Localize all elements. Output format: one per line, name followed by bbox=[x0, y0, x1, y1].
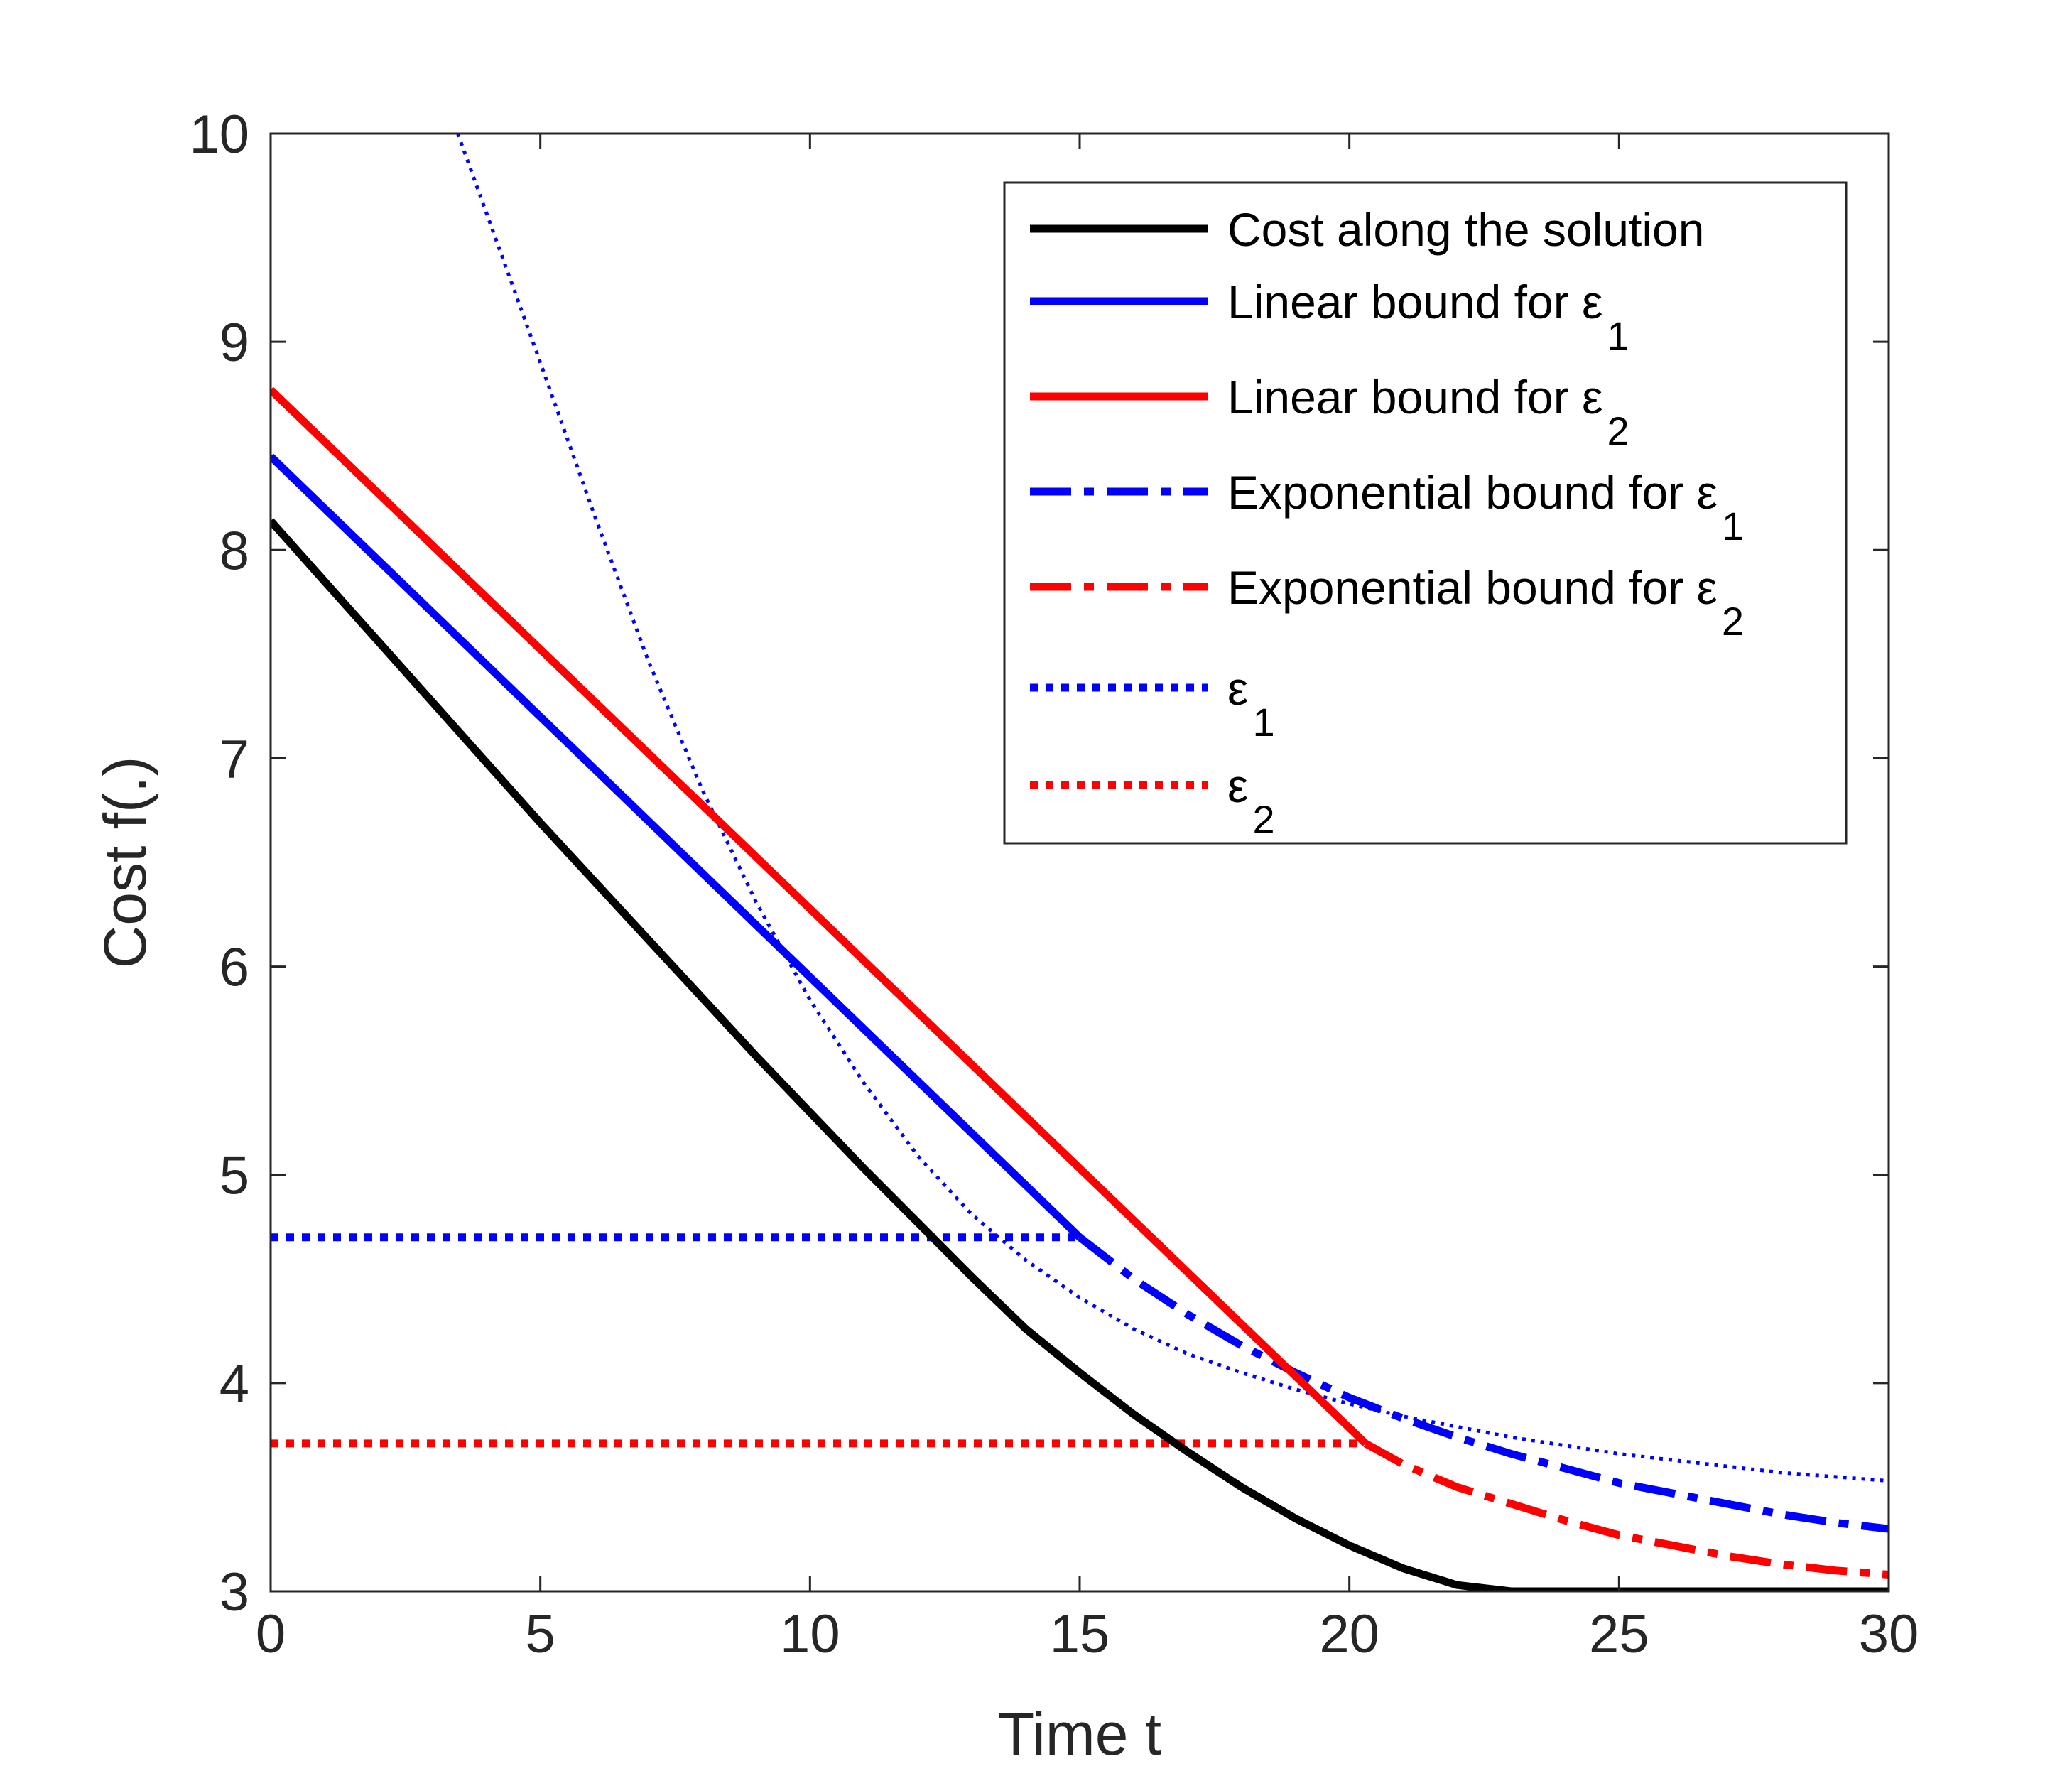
y-tick-label: 10 bbox=[189, 104, 249, 165]
y-tick-label: 5 bbox=[219, 1146, 249, 1206]
legend-label: Exponential bound for ε1 bbox=[1227, 466, 1744, 548]
legend-label: Linear bound for ε2 bbox=[1227, 371, 1629, 453]
x-tick-label: 5 bbox=[526, 1604, 555, 1664]
x-tick-label: 20 bbox=[1319, 1604, 1379, 1664]
y-tick-label: 6 bbox=[219, 938, 249, 998]
x-axis-title: Time t bbox=[998, 1701, 1161, 1767]
series-line-4 bbox=[1363, 1440, 1889, 1579]
legend: Cost along the solution Linear bound for … bbox=[1003, 181, 1848, 845]
y-tick-label: 3 bbox=[219, 1562, 249, 1623]
legend-box bbox=[1003, 181, 1848, 845]
y-tick-label: 4 bbox=[219, 1354, 249, 1414]
y-tick-label: 9 bbox=[219, 313, 249, 373]
x-tick-label: 30 bbox=[1859, 1604, 1919, 1664]
y-tick-label: 7 bbox=[219, 729, 249, 789]
series-line-1 bbox=[271, 453, 1083, 1240]
x-tick-label: 10 bbox=[780, 1604, 840, 1664]
legend-label: ε1 bbox=[1227, 662, 1275, 744]
legend-label: Cost along the solution bbox=[1227, 203, 1704, 256]
y-tick-label: 8 bbox=[219, 521, 249, 581]
x-tick-label: 25 bbox=[1589, 1604, 1649, 1664]
legend-label: ε2 bbox=[1227, 759, 1275, 842]
legend-label: Linear bound for ε1 bbox=[1227, 276, 1629, 358]
series-line-2 bbox=[271, 386, 1369, 1446]
legend-label: Exponential bound for ε2 bbox=[1227, 561, 1744, 644]
series-line-0 bbox=[271, 518, 1889, 1591]
ticks-layer: 0 5 10 15 20 25 30 3 4 5 6 7 8 9 10 bbox=[189, 104, 1919, 1664]
x-tick-label: 15 bbox=[1050, 1604, 1110, 1664]
x-tick-label: 0 bbox=[256, 1604, 286, 1664]
series-line-7 bbox=[456, 134, 1889, 1483]
series-line-3 bbox=[1077, 1234, 1889, 1533]
y-axis-title: Cost f(.) bbox=[92, 757, 158, 969]
series-layer bbox=[271, 134, 1889, 1591]
